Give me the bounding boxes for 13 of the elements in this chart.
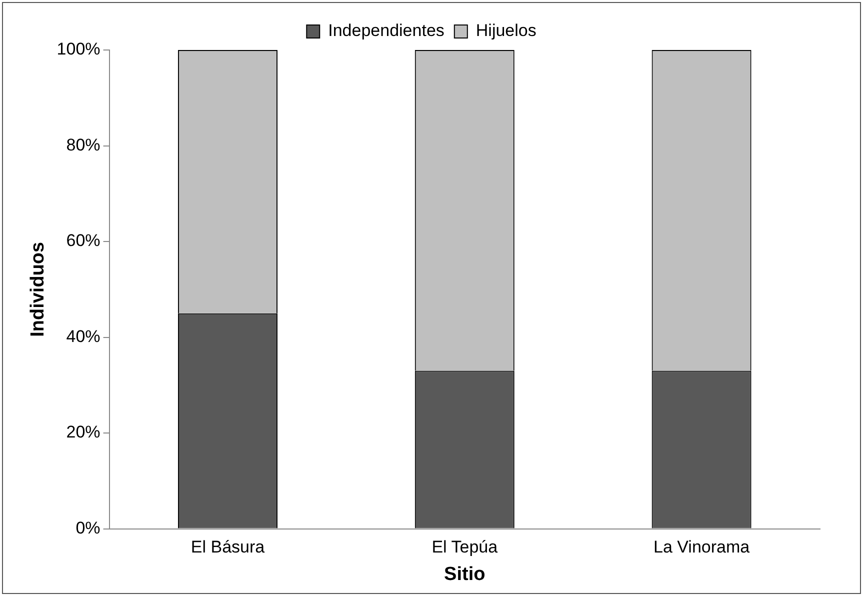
y-tick-label: 20% bbox=[66, 422, 100, 442]
x-tick-label: La Vinorama bbox=[654, 538, 750, 557]
y-tick-label: 100% bbox=[56, 40, 100, 59]
y-tick-label: 40% bbox=[66, 326, 100, 346]
y-tick-label: 60% bbox=[66, 231, 100, 250]
x-tick-label: El Básura bbox=[190, 538, 266, 557]
legend-label: Hijuelos bbox=[476, 21, 536, 40]
legend-label: Independientes bbox=[328, 21, 444, 40]
y-axis-title: Individuos bbox=[28, 242, 49, 337]
y-tick-label: 0% bbox=[76, 518, 100, 538]
x-tick-label: El Tepúa bbox=[432, 538, 498, 557]
y-tick-label: 80% bbox=[66, 135, 100, 154]
x-axis-title: Sitio bbox=[444, 564, 486, 585]
